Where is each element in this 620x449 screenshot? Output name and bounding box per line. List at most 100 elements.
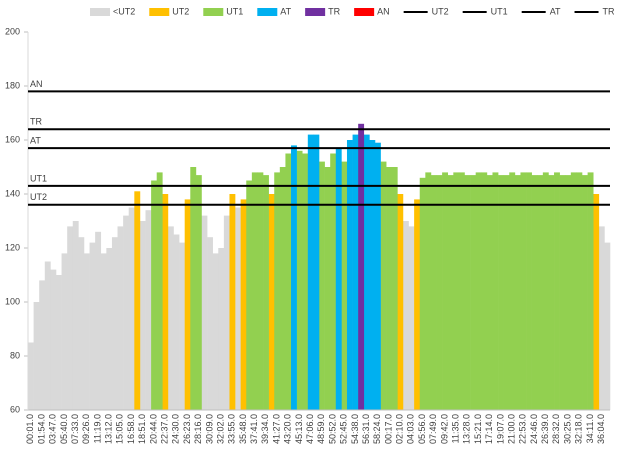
- x-tick-label: 07:49.0: [428, 414, 438, 444]
- reference-line-label: AT: [30, 135, 41, 145]
- bar: [380, 161, 387, 410]
- bar: [257, 172, 264, 410]
- bar: [554, 172, 560, 410]
- x-tick-label: 36:04.0: [596, 414, 606, 444]
- bar: [117, 226, 124, 410]
- legend-swatch: [149, 8, 170, 16]
- bar: [458, 172, 465, 410]
- bar: [240, 199, 247, 410]
- legend-label: UT1: [226, 6, 243, 16]
- bar: [363, 134, 370, 410]
- bar: [531, 175, 538, 410]
- x-tick-label: 47:06.0: [305, 414, 315, 444]
- bar: [537, 175, 544, 410]
- bar: [44, 261, 51, 410]
- bar: [39, 280, 46, 410]
- bar: [33, 302, 40, 410]
- bar: [279, 167, 286, 410]
- x-tick-label: 03:47.0: [48, 414, 58, 444]
- bar: [559, 175, 566, 410]
- x-tick-label: 13:12.0: [104, 414, 114, 444]
- y-tick-label: 100: [5, 296, 20, 306]
- x-tick-label: 11:35.0: [450, 414, 460, 443]
- bar: [503, 175, 510, 410]
- bar: [526, 172, 532, 410]
- bar: [397, 194, 404, 410]
- bar: [587, 172, 594, 410]
- x-tick-label: 58:24.0: [372, 414, 382, 444]
- x-tick-label: 30:25.0: [562, 414, 572, 444]
- x-tick-label: 20:44.0: [148, 414, 158, 444]
- bar: [291, 145, 297, 410]
- legend-label: TR: [328, 6, 340, 16]
- y-tick-label: 60: [10, 404, 20, 414]
- bar: [246, 180, 253, 410]
- bar: [235, 207, 241, 410]
- bar: [302, 153, 309, 410]
- bar: [498, 175, 504, 410]
- bar: [268, 194, 275, 410]
- bar: [414, 199, 421, 410]
- bar: [229, 194, 236, 410]
- bar: [55, 275, 62, 410]
- x-tick-label: 18:51.0: [137, 414, 147, 444]
- legend-swatch: [305, 8, 326, 16]
- x-tick-label: 39:34.0: [260, 414, 270, 444]
- bar: [565, 175, 572, 410]
- bar: [285, 153, 292, 410]
- x-tick-label: 19:07.0: [495, 414, 505, 444]
- bar: [520, 172, 527, 410]
- bar: [173, 234, 180, 410]
- bar: [201, 215, 208, 410]
- bar: [50, 269, 57, 410]
- bar: [447, 175, 454, 410]
- bar: [335, 148, 342, 410]
- x-tick-label: 07:33.0: [70, 414, 80, 444]
- bar: [151, 180, 158, 410]
- x-tick-label: 48:59.0: [316, 414, 326, 444]
- bar: [330, 153, 337, 410]
- bar: [106, 248, 113, 410]
- bar: [419, 177, 426, 410]
- bar: [72, 221, 79, 410]
- bar: [95, 231, 102, 410]
- x-tick-label: 22:53.0: [518, 414, 528, 444]
- x-tick-label: 52:45.0: [339, 414, 349, 444]
- bar: [218, 248, 225, 410]
- legend-label: AT: [550, 6, 561, 16]
- bar: [313, 134, 320, 410]
- reference-line-label: UT2: [30, 192, 47, 202]
- bar: [139, 221, 146, 410]
- x-tick-label: 32:18.0: [574, 414, 584, 444]
- x-tick-label: 11:19.0: [92, 414, 102, 443]
- x-tick-label: 32:02.0: [215, 414, 225, 444]
- x-tick-label: 33:55.0: [227, 414, 237, 444]
- legend-label: <UT2: [113, 6, 135, 16]
- reference-line-label: UT1: [30, 173, 47, 183]
- bar: [402, 221, 409, 410]
- x-tick-label: 17:14.0: [484, 414, 494, 444]
- x-tick-label: 16:58.0: [126, 414, 136, 444]
- legend-label: UT2: [432, 6, 449, 16]
- legend-label: AN: [377, 6, 390, 16]
- bar: [207, 237, 213, 410]
- x-tick-label: 09:42.0: [439, 414, 449, 444]
- reference-line-label: AN: [30, 79, 43, 89]
- bar: [442, 172, 449, 410]
- bar: [145, 210, 152, 410]
- bar: [167, 226, 174, 410]
- bar: [604, 242, 611, 410]
- x-tick-label: 30:09.0: [204, 414, 214, 444]
- x-tick-label: 34:11.0: [585, 414, 595, 443]
- legend-swatch: [203, 8, 224, 16]
- x-tick-label: 09:26.0: [81, 414, 91, 444]
- y-tick-label: 180: [5, 80, 20, 90]
- bar: [352, 134, 359, 410]
- bar: [162, 194, 169, 410]
- x-tick-label: 01:54.0: [36, 414, 46, 444]
- x-tick-label: 28:32.0: [551, 414, 561, 444]
- legend-label: UT2: [172, 6, 189, 16]
- x-tick-label: 41:27.0: [271, 414, 281, 444]
- x-tick-label: 50:52.0: [327, 414, 337, 444]
